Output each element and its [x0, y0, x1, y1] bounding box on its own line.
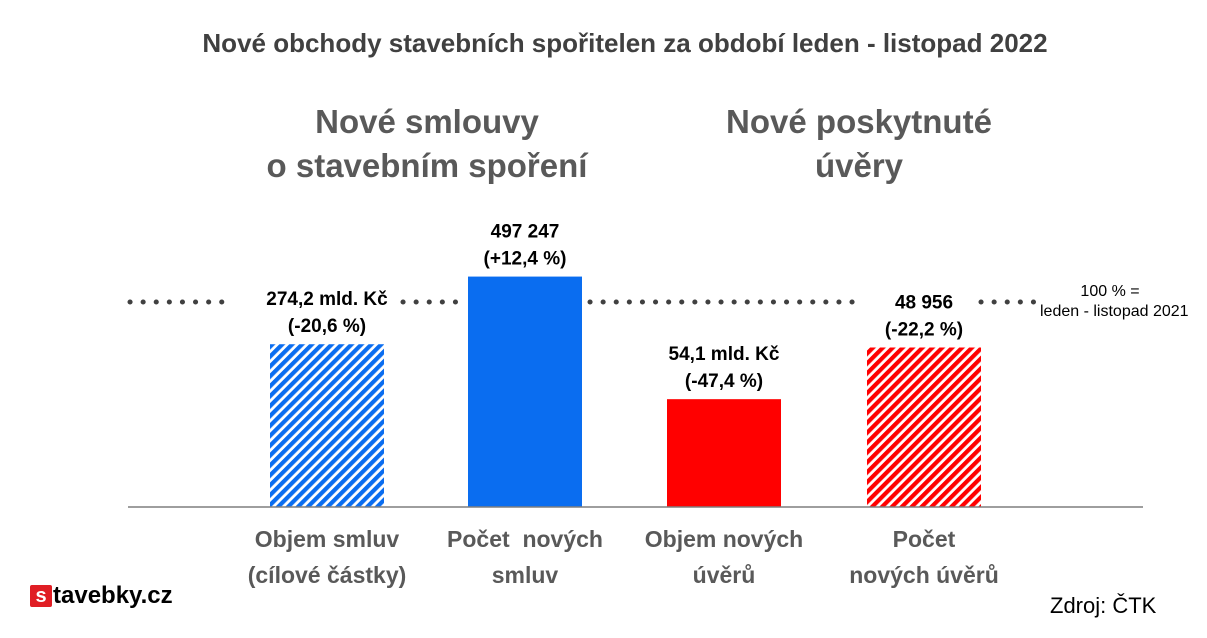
logo-text: tavebky.cz: [53, 582, 173, 609]
data-label: (+12,4 %): [484, 249, 567, 270]
data-label: 48 956: [895, 293, 953, 314]
category-label: smluv: [492, 562, 559, 588]
bar: [867, 347, 981, 507]
data-label: (-47,4 %): [685, 371, 763, 392]
category-label: Objem nových: [645, 526, 803, 552]
category-label: úvěrů: [693, 562, 756, 588]
group-label-line: úvěry: [814, 147, 904, 184]
category-label: Objem smluv: [255, 526, 400, 552]
reference-note-line: leden - listopad 2021: [1040, 303, 1189, 320]
group-label-line: Nové smlouvy: [315, 103, 539, 140]
data-label: (-20,6 %): [288, 316, 366, 337]
stavebky-logo: s tavebky.cz: [30, 582, 173, 609]
data-label: 274,2 mld. Kč: [266, 289, 388, 310]
category-label: (cílové částky): [248, 562, 407, 588]
category-label: Počet nových: [447, 526, 603, 552]
data-label: (-22,2 %): [885, 320, 963, 341]
bar: [667, 399, 781, 507]
category-label: Počet: [893, 526, 956, 552]
group-label-loans: Nové poskytnuté úvěry: [659, 100, 1059, 188]
data-label: 54,1 mld. Kč: [669, 344, 780, 365]
group-label-contracts: Nové smlouvy o stavebním spoření: [227, 100, 627, 188]
chart-title: Nové obchody stavebních spořitelen za ob…: [202, 28, 1048, 58]
data-label: 497 247: [491, 222, 560, 243]
group-label-line: o stavebním spoření: [266, 147, 588, 184]
reference-note: 100 % = leden - listopad 2021: [1040, 282, 1189, 322]
reference-note-line: 100 % =: [1080, 283, 1140, 300]
bar: [468, 276, 582, 507]
source-note: Zdroj: ČTK: [1050, 593, 1157, 618]
group-label-line: Nové poskytnuté: [726, 103, 992, 140]
bar: [270, 344, 384, 507]
logo-mark: s: [30, 585, 52, 607]
category-label: nových úvěrů: [849, 562, 999, 588]
